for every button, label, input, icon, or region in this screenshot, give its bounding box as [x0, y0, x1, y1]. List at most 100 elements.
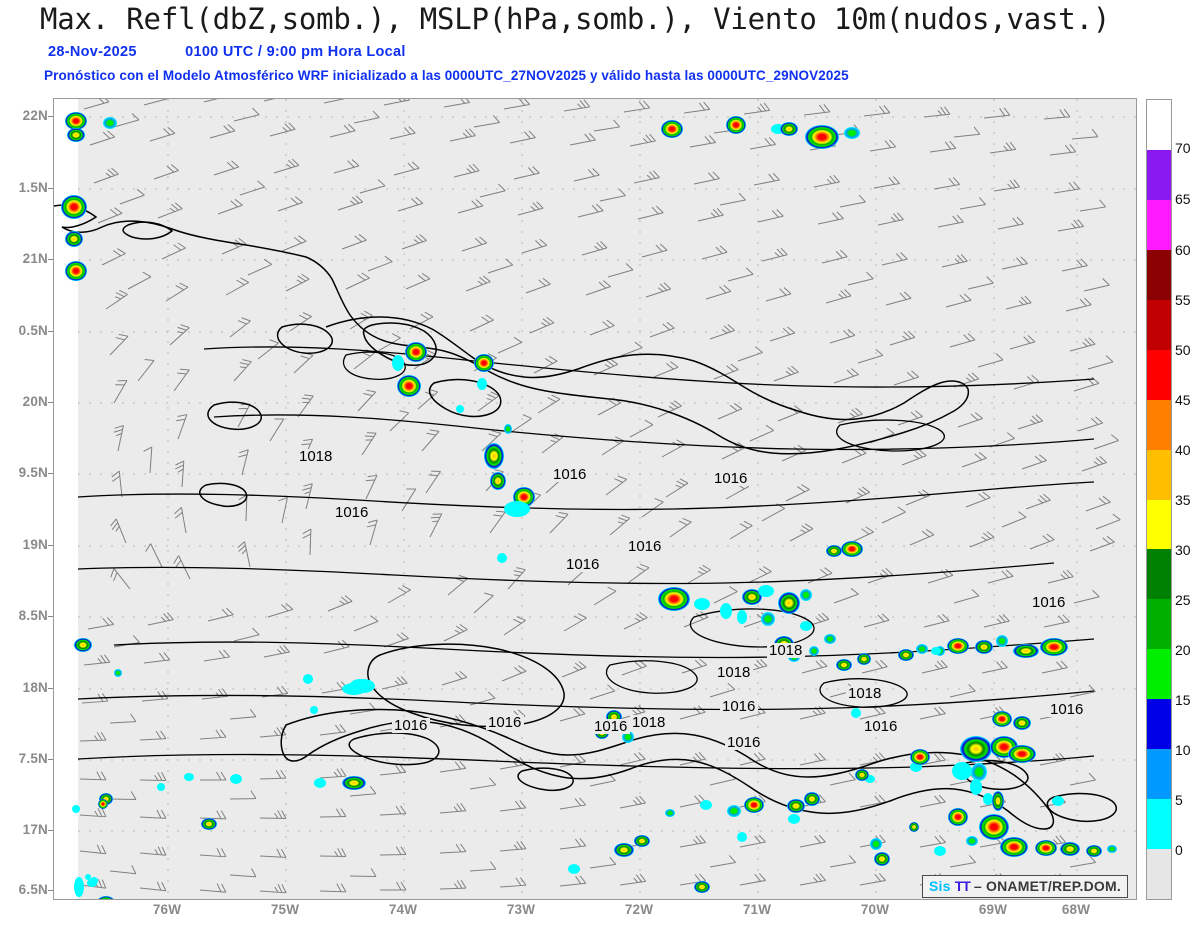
y-axis-label: 1.5N — [18, 180, 48, 195]
isobar-label-backdrop — [720, 699, 758, 714]
colorbar-segment — [1147, 250, 1171, 300]
isobar-label-backdrop — [725, 735, 763, 750]
colorbar-tick-label: 0 — [1175, 842, 1183, 858]
colorbar-segment — [1147, 649, 1171, 699]
y-axis-label: 6.5N — [18, 882, 48, 897]
colorbar-tick-label: 5 — [1175, 792, 1183, 808]
y-axis-label: 8.5N — [18, 608, 48, 623]
logo-sis-text: Sis — [929, 878, 951, 894]
page-title: Max. Refl(dbZ,somb.), MSLP(hPa,somb.), V… — [40, 2, 1111, 36]
isobar-label-backdrop — [333, 505, 371, 520]
map-left-margin-strip — [54, 99, 78, 899]
weather-map-plot-area[interactable]: 1018 1016 1016 1016 1016 1016 1016 1018 1018 1018… — [53, 98, 1137, 900]
reflectivity-colorbar[interactable] — [1146, 99, 1172, 900]
y-axis-tick — [48, 116, 54, 117]
isobar-labels: 1018 1016 1016 1016 1016 1016 1016 1018 1018 1018… — [297, 448, 1086, 751]
y-axis-tick — [48, 545, 54, 546]
colorbar-tick-label: 60 — [1175, 242, 1191, 258]
y-axis-label: 22N — [22, 108, 48, 123]
isobar-label: 1016 — [864, 718, 897, 735]
colorbar-tick-label: 25 — [1175, 592, 1191, 608]
y-axis-tick — [48, 331, 54, 332]
colorbar-segment — [1147, 549, 1171, 599]
colorbar-segment — [1147, 699, 1171, 749]
forecast-time-line: 28-Nov-2025 0100 UTC / 9:00 pm Hora Loca… — [48, 44, 406, 60]
x-axis-label: 73W — [506, 902, 536, 917]
isobar-label-backdrop — [846, 686, 884, 701]
isobar-label: 1016 — [488, 714, 521, 731]
colorbar-tick-label: 55 — [1175, 292, 1191, 308]
isobar-label: 1016 — [394, 717, 427, 734]
colorbar-segment — [1147, 849, 1171, 899]
x-axis-label: 72W — [624, 902, 654, 917]
forecast-date: 28-Nov-2025 — [48, 44, 137, 60]
isobar-label-backdrop — [630, 715, 668, 730]
y-axis-tick — [48, 616, 54, 617]
x-axis-label: 76W — [152, 902, 182, 917]
y-axis-tick — [48, 688, 54, 689]
colorbar-tick-label: 20 — [1175, 642, 1191, 658]
header: Max. Refl(dbZ,somb.), MSLP(hPa,somb.), V… — [0, 0, 1200, 95]
y-axis-tick — [48, 402, 54, 403]
y-axis-label: 19N — [22, 537, 48, 552]
x-axis-label: 71W — [742, 902, 772, 917]
colorbar-tick-label: 10 — [1175, 742, 1191, 758]
isobar-label: 1016 — [553, 466, 586, 483]
isobar-label: 1018 — [769, 642, 802, 659]
isobar-label: 1018 — [717, 664, 750, 681]
colorbar-segment — [1147, 799, 1171, 849]
isobar-label-backdrop — [564, 557, 602, 572]
colorbar-segment — [1147, 450, 1171, 500]
colorbar-segment — [1147, 400, 1171, 450]
map-right-margin-strip — [1094, 99, 1136, 899]
isobar-label-backdrop — [862, 719, 900, 734]
x-axis-label: 70W — [860, 902, 890, 917]
isobar-label-backdrop — [715, 665, 753, 680]
isobar-label: 1016 — [594, 718, 627, 735]
x-axis-label: 75W — [270, 902, 300, 917]
isobar-label: 1016 — [714, 470, 747, 487]
isobar-label-backdrop — [486, 715, 524, 730]
logo-org-text: – ONAMET/REP.DOM. — [973, 878, 1121, 894]
colorbar-segment — [1147, 200, 1171, 250]
x-axis-label: 68W — [1061, 902, 1091, 917]
isobar-label: 1016 — [727, 734, 760, 751]
isobar-label-backdrop — [626, 539, 664, 554]
map-gridlines — [78, 99, 1136, 899]
isobar-label-backdrop — [392, 718, 430, 733]
isobar-label: 1016 — [1050, 701, 1083, 718]
colorbar-tick-label: 40 — [1175, 442, 1191, 458]
logo-tt-text: TT — [954, 878, 971, 894]
colorbar-tick-label: 50 — [1175, 342, 1191, 358]
forecast-utc-local-time: 0100 UTC / 9:00 pm Hora Local — [185, 44, 406, 60]
colorbar-segment — [1147, 300, 1171, 350]
reflectivity-cells — [61, 112, 1117, 899]
y-axis-tick — [48, 890, 54, 891]
x-axis-label: 74W — [388, 902, 418, 917]
isobar-label-backdrop — [1030, 595, 1068, 610]
colorbar-tick-label: 70 — [1175, 140, 1191, 156]
y-axis-tick — [48, 830, 54, 831]
colorbar-tick-label: 30 — [1175, 542, 1191, 558]
isobar-label: 1016 — [1032, 594, 1065, 611]
y-axis-label: 7.5N — [18, 751, 48, 766]
y-axis-tick — [48, 759, 54, 760]
colorbar-tick-label: 65 — [1175, 191, 1191, 207]
colorbar-segment — [1147, 350, 1171, 400]
colorbar-segment — [1147, 749, 1171, 799]
isobar-label-backdrop — [712, 471, 750, 486]
y-axis-label: 9.5N — [18, 465, 48, 480]
map-canvas: 1018 1016 1016 1016 1016 1016 1016 1018 1018 1018… — [54, 99, 1136, 899]
isobar-label: 1018 — [632, 714, 665, 731]
colorbar-segment — [1147, 150, 1171, 200]
x-axis-label: 69W — [978, 902, 1008, 917]
colorbar-tick-label: 35 — [1175, 492, 1191, 508]
isobar-label: 1016 — [722, 698, 755, 715]
colorbar-tick-label: 15 — [1175, 692, 1191, 708]
isobar-label: 1018 — [848, 685, 881, 702]
y-axis-tick — [48, 473, 54, 474]
isobar-label: 1016 — [628, 538, 661, 555]
sistt-onamet-logo: Sis TT – ONAMET/REP.DOM. — [922, 875, 1128, 898]
colorbar-tick-label: 45 — [1175, 392, 1191, 408]
isobar-label: 1018 — [299, 448, 332, 465]
